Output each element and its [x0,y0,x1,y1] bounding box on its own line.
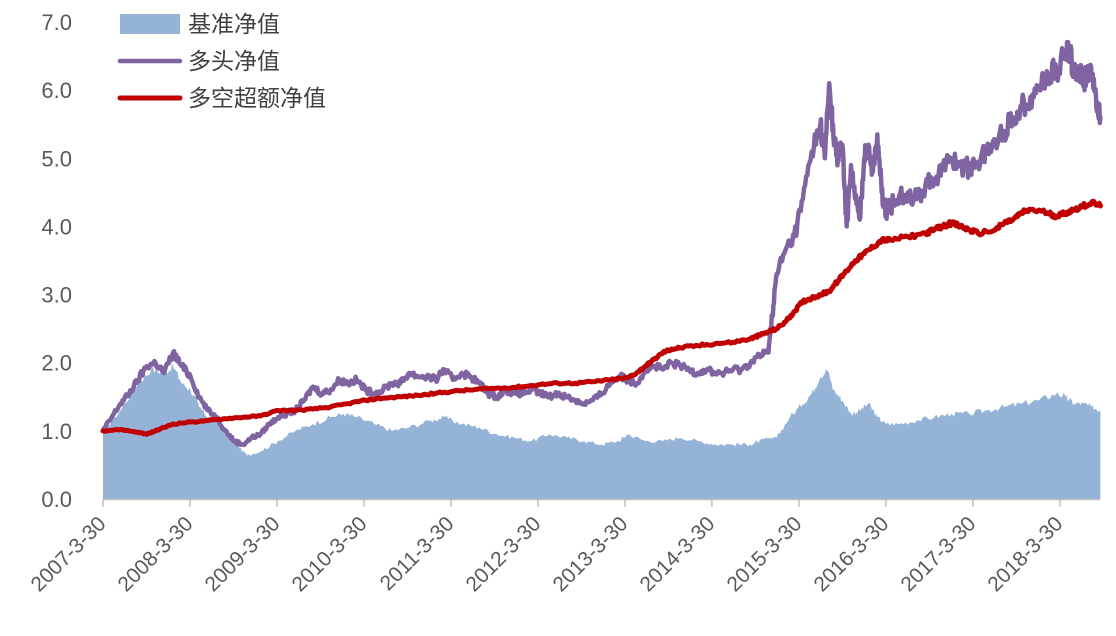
x-tick-label: 2008-3-30 [114,512,198,596]
legend-label: 多头净值 [188,49,280,75]
y-tick-label: 4.0 [41,214,72,239]
x-tick-label: 2016-3-30 [809,512,893,596]
x-tick-label: 2013-3-30 [549,512,633,596]
x-tick-label: 2014-3-30 [635,512,719,596]
y-tick-label: 2.0 [41,351,72,376]
x-tick-label: 2018-3-30 [983,512,1067,596]
y-tick-label: 6.0 [41,78,72,103]
y-tick-label: 3.0 [41,283,72,308]
area-layer [103,362,1101,499]
y-tick-label: 1.0 [41,419,72,444]
x-tick-label: 2010-3-30 [288,512,372,596]
legend-swatch-area [120,14,180,34]
x-tick-label: 2011-3-30 [376,512,459,595]
series-1-area [103,362,1101,499]
legend-label: 多空超额净值 [188,86,326,112]
x-tick-label: 2015-3-30 [722,512,806,596]
y-tick-label: 7.0 [41,10,72,35]
legend-label: 基准净值 [188,12,280,38]
line-layer [100,39,1103,448]
series-3-line [100,198,1103,437]
x-tick-label: 2012-3-30 [462,512,546,596]
y-tick-label: 0.0 [41,487,72,512]
x-tick-label: 2017-3-30 [896,512,980,596]
x-tick-label: 2009-3-30 [201,512,285,596]
x-tick-label: 2007-3-30 [27,512,111,596]
y-tick-label: 5.0 [41,146,72,171]
